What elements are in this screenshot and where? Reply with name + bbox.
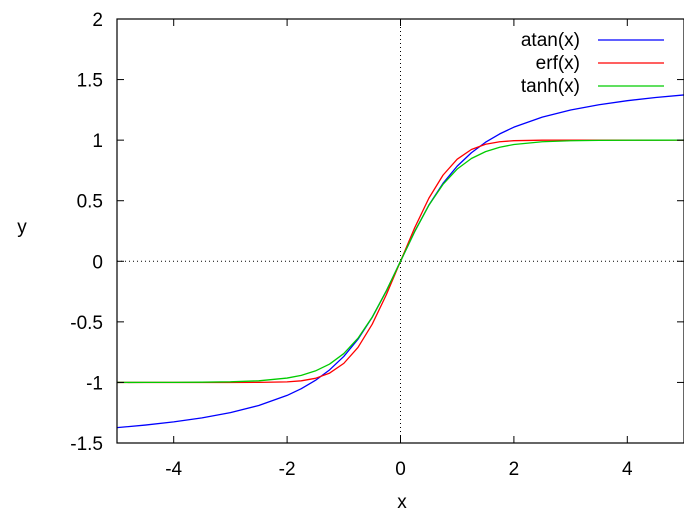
y-tick-label: -1.5 (70, 434, 103, 455)
legend-label-erfx: erf(x) (536, 53, 580, 74)
y-tick-label: 1.5 (77, 71, 103, 92)
x-tick-label: -4 (165, 459, 182, 480)
x-tick-label: 2 (509, 459, 520, 480)
legend-label-tanhx: tanh(x) (521, 76, 580, 97)
y-tick-label: 0 (92, 252, 103, 273)
x-axis-label: x (397, 492, 407, 513)
x-tick-label: -2 (279, 459, 296, 480)
x-tick-label: 4 (622, 459, 633, 480)
y-tick-label: 2 (92, 10, 103, 31)
zero-axes (117, 19, 684, 443)
y-tick-label: -1 (86, 373, 103, 394)
y-tick-label: 0.5 (77, 192, 103, 213)
x-tick-label: 0 (395, 459, 406, 480)
y-tick-label: -0.5 (70, 313, 103, 334)
y-tick-label: 1 (92, 131, 103, 152)
plot-frame (116, 18, 684, 444)
legend: atan(x)erf(x)tanh(x) (521, 30, 664, 97)
series-group (116, 94, 684, 429)
series-line-tanhx (116, 139, 684, 384)
legend-label-atanx: atan(x) (521, 30, 580, 51)
y-axis-label: y (17, 217, 27, 238)
